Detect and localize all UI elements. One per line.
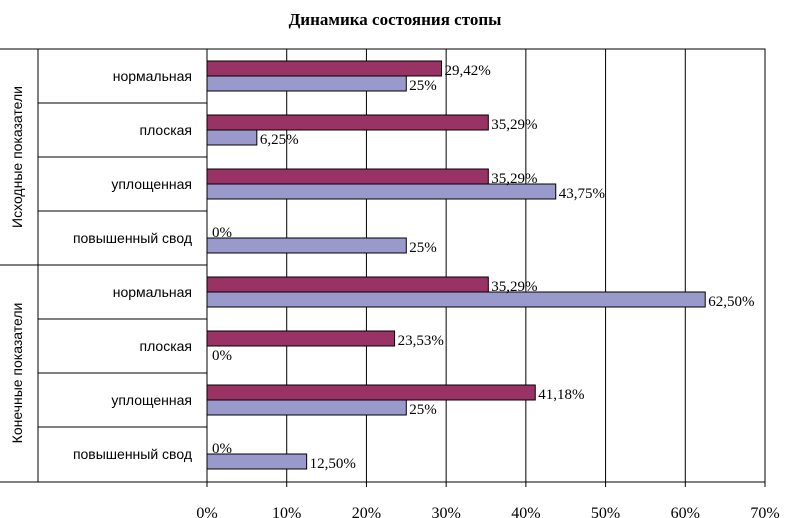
- group-label: Конечные показатели: [9, 303, 25, 444]
- category-label: повышенный свод: [73, 446, 192, 462]
- bar: [206, 330, 396, 347]
- data-label: 62,50%: [708, 294, 754, 310]
- gridlines: [286, 49, 766, 482]
- data-label: 43,75%: [559, 186, 605, 202]
- bar: [206, 60, 443, 77]
- data-label: 23,53%: [398, 333, 444, 349]
- x-tick-label: 40%: [511, 505, 540, 518]
- data-labels: 29,42% 25% 35,29% 6,25% 35,29% 43,75% 0% 25% 35,…: [212, 63, 754, 472]
- category-labels: нормальная плоская уплощенная повышенный св…: [73, 68, 192, 462]
- bar: [206, 75, 407, 92]
- data-label: 12,50%: [310, 456, 356, 472]
- x-tick-label: 70%: [750, 505, 779, 518]
- bar: [206, 399, 407, 416]
- data-label: 41,18%: [538, 387, 584, 403]
- bar: [206, 114, 489, 131]
- category-label: нормальная: [113, 68, 192, 84]
- bar: [206, 384, 536, 401]
- data-label: 29,42%: [445, 63, 491, 79]
- plot-area-border: [206, 48, 766, 483]
- category-label: уплощенная: [111, 176, 192, 192]
- bar: [206, 237, 407, 254]
- group-labels: Исходные показатели Конечные показатели: [9, 86, 25, 443]
- x-tick-label: 50%: [591, 505, 620, 518]
- data-label: 35,29%: [491, 279, 537, 295]
- x-tick-label: 0%: [196, 505, 217, 518]
- x-tick-label: 10%: [272, 505, 301, 518]
- data-label: 25%: [409, 402, 437, 418]
- bar: [206, 276, 489, 293]
- category-label: уплощенная: [111, 392, 192, 408]
- bars: [206, 60, 706, 470]
- category-label: плоская: [140, 338, 193, 354]
- category-label: нормальная: [113, 284, 192, 300]
- data-label: 25%: [409, 78, 437, 94]
- axes: [0, 48, 766, 487]
- data-label: 0%: [212, 348, 232, 364]
- bar: [206, 129, 258, 146]
- group-label: Исходные показатели: [9, 86, 25, 228]
- data-label: 35,29%: [491, 117, 537, 133]
- data-label: 6,25%: [260, 132, 299, 148]
- x-tick-label: 20%: [352, 505, 381, 518]
- bar: [206, 291, 706, 308]
- data-label: 35,29%: [491, 171, 537, 187]
- x-tick-label: 60%: [671, 505, 700, 518]
- category-label: повышенный свод: [73, 230, 192, 246]
- x-tick-label: 30%: [431, 505, 460, 518]
- data-label: 0%: [212, 225, 232, 241]
- data-label: 25%: [409, 240, 437, 256]
- category-label: плоская: [140, 122, 193, 138]
- data-label: 0%: [212, 441, 232, 457]
- x-tick-labels: 0% 10% 20% 30% 40% 50% 60% 70%: [196, 505, 779, 518]
- chart-title: Динамика состояния стопы: [289, 10, 502, 29]
- bar: [206, 168, 489, 185]
